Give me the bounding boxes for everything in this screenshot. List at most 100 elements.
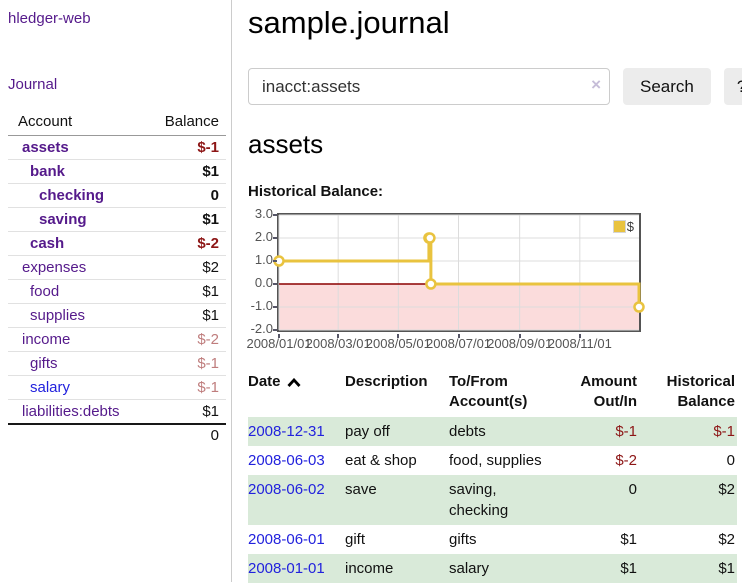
register-header-date-label: Date: [248, 373, 281, 390]
transaction-date-link[interactable]: 2008-06-01: [248, 530, 325, 548]
register-table: Date Description To/From Account(s) Amou…: [248, 369, 737, 583]
sidebar-account-link[interactable]: cash: [30, 235, 65, 252]
x-axis-tick-mark: [578, 334, 581, 338]
search-input-wrap: ×: [248, 68, 610, 105]
register-cell-balance: $1: [718, 559, 735, 577]
register-row: 2008-06-01 gift gifts $1 $2: [248, 525, 737, 554]
help-button[interactable]: ?: [723, 68, 742, 105]
y-axis-tick-label: -2.0: [250, 321, 273, 336]
accounts-table: Account Balance assets $-1 bank $1 checking 0…: [8, 110, 226, 446]
y-axis-tick-mark: [273, 237, 277, 239]
y-axis-tick-mark: [273, 283, 277, 285]
register-cell-description: income: [345, 559, 394, 577]
transaction-date-link[interactable]: 2008-01-01: [248, 559, 325, 577]
accounts-total-spacer: [8, 423, 149, 446]
account-row: bank $1: [8, 159, 226, 184]
register-cell-accounts: gifts: [449, 530, 477, 548]
account-row: expenses $2: [8, 255, 226, 280]
sidebar-account-link[interactable]: bank: [30, 163, 66, 180]
register-cell-accounts: salary: [449, 559, 490, 577]
register-cell-date: 2008-06-03: [248, 446, 345, 475]
account-balance: $1: [148, 159, 226, 184]
register-cell-amount: $1: [620, 530, 637, 548]
x-axis-tick-mark: [457, 334, 460, 338]
chart-title: Historical Balance:: [248, 183, 384, 200]
register-cell-date: 2008-06-02: [248, 475, 345, 525]
accounts-total-row: 0: [8, 423, 226, 446]
account-balance: $1: [148, 399, 226, 424]
y-axis-tick-label: 2.0: [254, 229, 273, 244]
sidebar-account-link[interactable]: expenses: [22, 259, 87, 276]
register-cell-date: 2008-01-01: [248, 554, 345, 583]
account-row: liabilities:debts $1: [8, 399, 226, 424]
transaction-date-link[interactable]: 2008-06-02: [248, 480, 325, 498]
legend-swatch: [612, 220, 626, 233]
sidebar-account-link[interactable]: saving: [39, 211, 87, 228]
account-balance: $-2: [148, 327, 226, 352]
register-body: 2008-12-31 pay off debts $-1 $-1 2008-06-03 ea…: [248, 416, 737, 583]
x-axis-tick-label: 2008/07/01: [425, 336, 492, 351]
register-cell-accounts: saving, checking: [449, 480, 509, 519]
chart-svg: [273, 214, 645, 331]
register-cell-accounts: food, supplies: [449, 451, 542, 469]
brand-link[interactable]: hledger-web: [8, 10, 91, 27]
account-balance: $1: [148, 279, 226, 304]
historical-balance-chart: 3.0 2.0 1.0 0.0 -1.0 -2.0 2008/01/01 2008/03/01…: [246, 206, 645, 351]
account-row: salary $-1: [8, 375, 226, 400]
x-axis-tick-mark: [337, 334, 340, 338]
transaction-date-link[interactable]: 2008-12-31: [248, 422, 325, 440]
sidebar-account-link[interactable]: supplies: [30, 307, 86, 324]
x-axis-tick-label: 2008/11/01: [547, 336, 612, 351]
account-balance: $-2: [148, 231, 226, 256]
register-cell-description: pay off: [345, 422, 390, 440]
register-header-date[interactable]: Date: [248, 369, 345, 417]
x-axis-tick-label: 2008/03/01: [305, 336, 371, 351]
sidebar: hledger-web Journal Account Balance asse…: [0, 0, 232, 582]
transaction-date-link[interactable]: 2008-06-03: [248, 451, 325, 469]
sidebar-account-link[interactable]: assets: [22, 139, 69, 156]
account-balance: $-1: [148, 375, 226, 400]
search-button[interactable]: Search: [623, 68, 711, 105]
y-axis-tick-mark: [273, 214, 277, 216]
account-row: income $-2: [8, 327, 226, 352]
sidebar-account-link[interactable]: income: [22, 331, 71, 348]
page-title: sample.journal: [248, 5, 450, 40]
y-axis-tick-mark: [273, 329, 277, 331]
register-header-accounts: To/From Account(s): [449, 373, 528, 411]
y-axis-tick-label: 1.0: [254, 252, 273, 267]
y-axis-tick-label: 3.0: [254, 206, 273, 221]
register-cell-amount: $-2: [615, 451, 637, 469]
register-cell-balance: $2: [718, 480, 735, 498]
register-cell-description: save: [345, 480, 377, 498]
sidebar-account-link[interactable]: checking: [39, 187, 105, 204]
accounts-table-body: assets $-1 bank $1 checking 0 saving $1 cash $-2 e…: [8, 136, 226, 424]
account-row: checking 0: [8, 183, 226, 208]
account-row: assets $-1: [8, 136, 226, 160]
legend-label: $: [626, 219, 634, 234]
account-row: food $1: [8, 279, 226, 304]
chart-legend: $: [611, 218, 635, 235]
register-row: 2008-12-31 pay off debts $-1 $-1: [248, 416, 737, 446]
account-balance: $1: [148, 207, 226, 232]
sidebar-item-journal[interactable]: Journal: [8, 76, 58, 93]
account-heading: assets: [248, 129, 324, 159]
register-cell-amount: $-1: [615, 422, 637, 440]
sidebar-account-link[interactable]: salary: [30, 379, 71, 396]
y-axis-tick-mark: [273, 306, 277, 308]
register-cell-description: eat & shop: [345, 451, 417, 469]
register-header-amount: Amount Out/In: [580, 373, 637, 411]
x-axis-tick-mark: [518, 334, 521, 338]
sidebar-account-link[interactable]: liabilities:debts: [22, 403, 120, 420]
account-balance: $2: [148, 255, 226, 280]
main-content: sample.journal × Search ? assets Histori…: [246, 0, 742, 583]
y-axis-tick-mark: [273, 260, 277, 262]
search-input[interactable]: [248, 68, 610, 105]
sort-ascending-icon: [286, 377, 301, 387]
accounts-header-balance: Balance: [148, 110, 226, 136]
sidebar-account-link[interactable]: food: [30, 283, 60, 300]
register-cell-amount: $1: [620, 559, 637, 577]
chart-plot-area: 3.0 2.0 1.0 0.0 -1.0 -2.0 2008/01/01 2008/03/01…: [246, 206, 645, 351]
clear-search-icon[interactable]: ×: [591, 75, 601, 94]
account-balance: $-1: [197, 139, 219, 156]
sidebar-account-link[interactable]: gifts: [30, 355, 58, 372]
